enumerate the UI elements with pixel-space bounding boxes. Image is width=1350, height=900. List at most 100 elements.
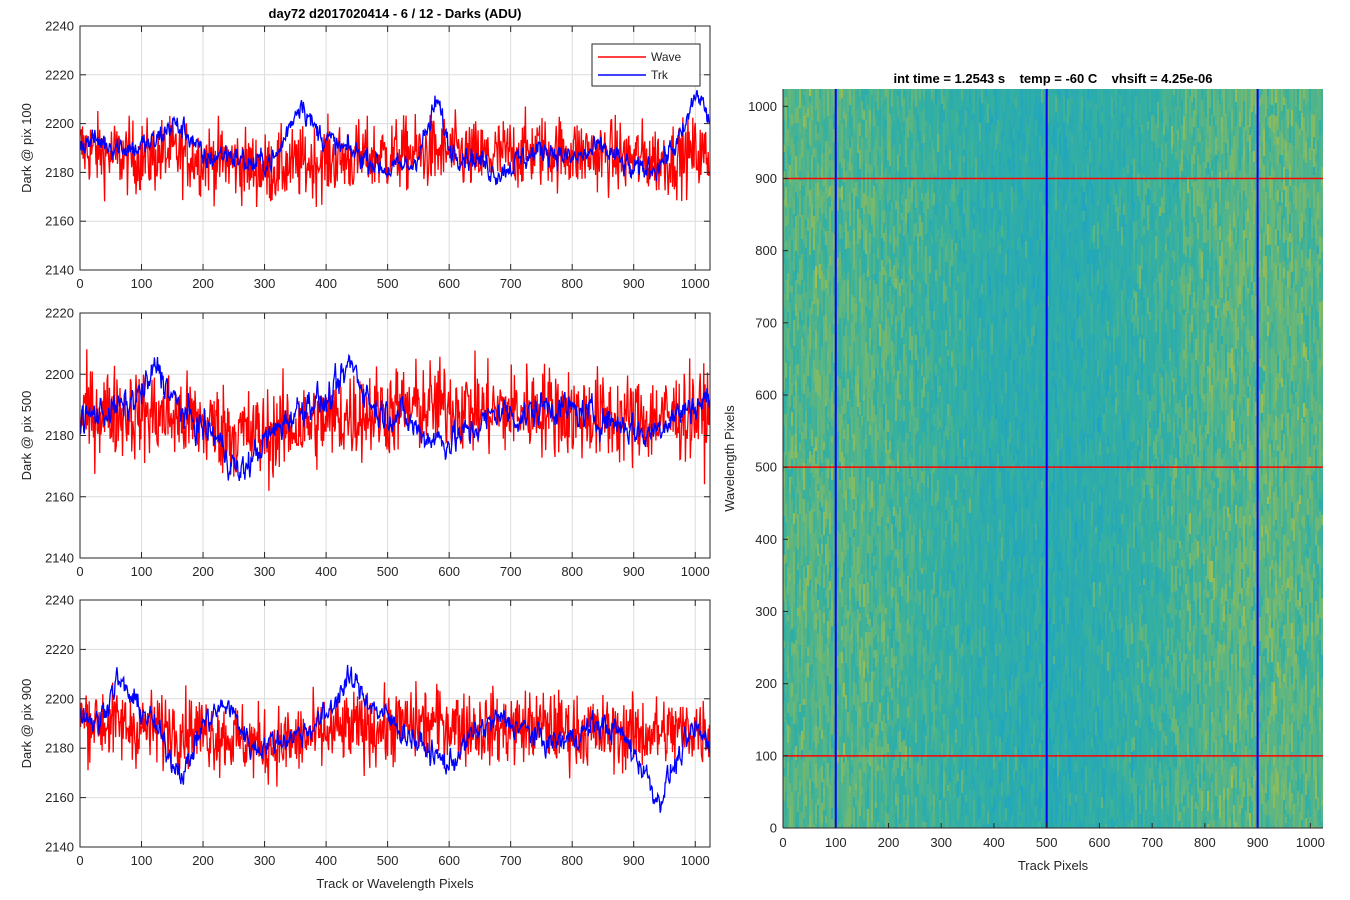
heatmap-cell	[785, 791, 788, 816]
heatmap-cell	[865, 95, 868, 121]
heatmap-cell	[869, 792, 872, 818]
heatmap-cell	[849, 249, 852, 263]
heatmap-cell	[817, 491, 820, 499]
heatmap-cell	[871, 799, 874, 822]
heatmap-cell	[873, 453, 876, 463]
heatmap-cell	[819, 538, 822, 554]
heatmap-cell	[859, 690, 862, 708]
axes-box	[79, 599, 711, 848]
heatmap-cell	[845, 279, 848, 306]
heatmap-cell	[797, 628, 800, 644]
heatmap-cell	[883, 430, 886, 445]
heatmap-cell	[855, 596, 858, 603]
heatmap-cell	[849, 615, 852, 636]
heatmap-cell	[865, 281, 868, 307]
heatmap-cell	[831, 761, 834, 771]
heatmap-cell	[825, 314, 828, 342]
heatmap-cell	[789, 591, 792, 608]
heatmap-cell	[833, 715, 836, 742]
heatmap-cell	[799, 197, 802, 218]
heatmap-cell	[889, 372, 892, 379]
heatmap-cell	[801, 432, 804, 441]
heatmap-cell	[803, 762, 806, 790]
heatmap-cell	[787, 656, 790, 680]
heatmap-cell	[837, 343, 840, 354]
heatmap-cell	[801, 391, 804, 409]
heatmap-cell	[833, 391, 836, 405]
heatmap-cell	[799, 813, 802, 828]
heatmap-cell	[839, 188, 842, 199]
heatmap-cell	[817, 133, 820, 141]
heatmap-cell	[903, 236, 906, 258]
heatmap-cell	[899, 643, 902, 670]
heatmap-cell	[845, 305, 848, 313]
heatmap-cell	[803, 332, 806, 347]
heatmap-cell	[899, 296, 902, 321]
heatmap-cell	[887, 272, 890, 281]
heatmap-cell	[805, 775, 808, 796]
heatmap-cell	[851, 313, 854, 323]
heatmap-cell	[787, 621, 790, 642]
heatmap-cell	[887, 450, 890, 476]
heatmap-cell	[785, 625, 788, 652]
heatmap-cell	[861, 322, 864, 340]
heatmap-cell	[827, 253, 830, 265]
heatmap-cell	[787, 368, 790, 387]
heatmap-cell	[811, 689, 814, 716]
heatmap-cell	[901, 495, 904, 521]
heatmap-cell	[813, 382, 816, 408]
heatmap-cell	[841, 168, 844, 187]
heatmap-cell	[839, 298, 842, 319]
heatmap-cell	[817, 457, 820, 485]
heatmap-cell	[783, 264, 786, 282]
heatmap-cell	[897, 269, 900, 277]
heatmap-cell	[867, 269, 870, 278]
heatmap-cell	[807, 249, 810, 273]
heatmap-cell	[883, 754, 886, 769]
heatmap-cell	[829, 757, 832, 765]
heatmap-cell	[841, 389, 844, 407]
heatmap-cell	[873, 520, 876, 538]
axes-box	[79, 25, 711, 271]
heatmap-cell	[805, 248, 808, 267]
heatmap-cell	[901, 596, 904, 619]
heatmap-cell	[839, 779, 842, 800]
heatmap-cell	[891, 762, 894, 769]
heatmap-cell	[793, 116, 796, 125]
line-plot-pix-500: 0 100 200 300 400 500 600 700 800 900 100021402160…	[19, 306, 711, 579]
heatmap-cell	[899, 123, 902, 145]
heatmap-cell	[859, 379, 862, 394]
heatmap-cell	[787, 146, 790, 164]
heatmap-cell	[795, 684, 798, 695]
heatmap-cell	[851, 137, 854, 156]
heatmap-cell	[819, 190, 822, 209]
heatmap-cell	[793, 702, 796, 725]
heatmap-cell	[813, 570, 816, 597]
x-axis-label: Track or Wavelength Pixels	[316, 876, 474, 891]
heatmap-cell	[833, 806, 836, 814]
heatmap-cell	[851, 547, 854, 567]
heatmap-cell	[871, 821, 874, 828]
heatmap-cell	[863, 820, 866, 828]
heatmap-cell	[813, 478, 816, 504]
heatmap-cell	[893, 612, 896, 632]
heatmap-cell	[891, 119, 894, 128]
heatmap-cell	[829, 649, 832, 656]
heatmap-cell	[801, 778, 804, 787]
heatmap-cell	[853, 161, 856, 180]
heatmap-cell	[881, 407, 884, 435]
heatmap-cell	[861, 208, 864, 225]
heatmap-cell	[849, 105, 852, 129]
heatmap-cell	[817, 285, 820, 299]
heatmap-cell	[783, 630, 786, 642]
heatmap-cell	[853, 342, 856, 370]
heatmap-cell	[865, 543, 868, 571]
heatmap-cell	[801, 759, 804, 771]
heatmap-cell	[837, 211, 840, 232]
heatmap-cell	[873, 638, 876, 645]
heatmap-cell	[849, 635, 852, 642]
heatmap-cell	[805, 720, 808, 744]
heatmap-cell	[845, 361, 848, 373]
heatmap-cell	[899, 360, 902, 375]
